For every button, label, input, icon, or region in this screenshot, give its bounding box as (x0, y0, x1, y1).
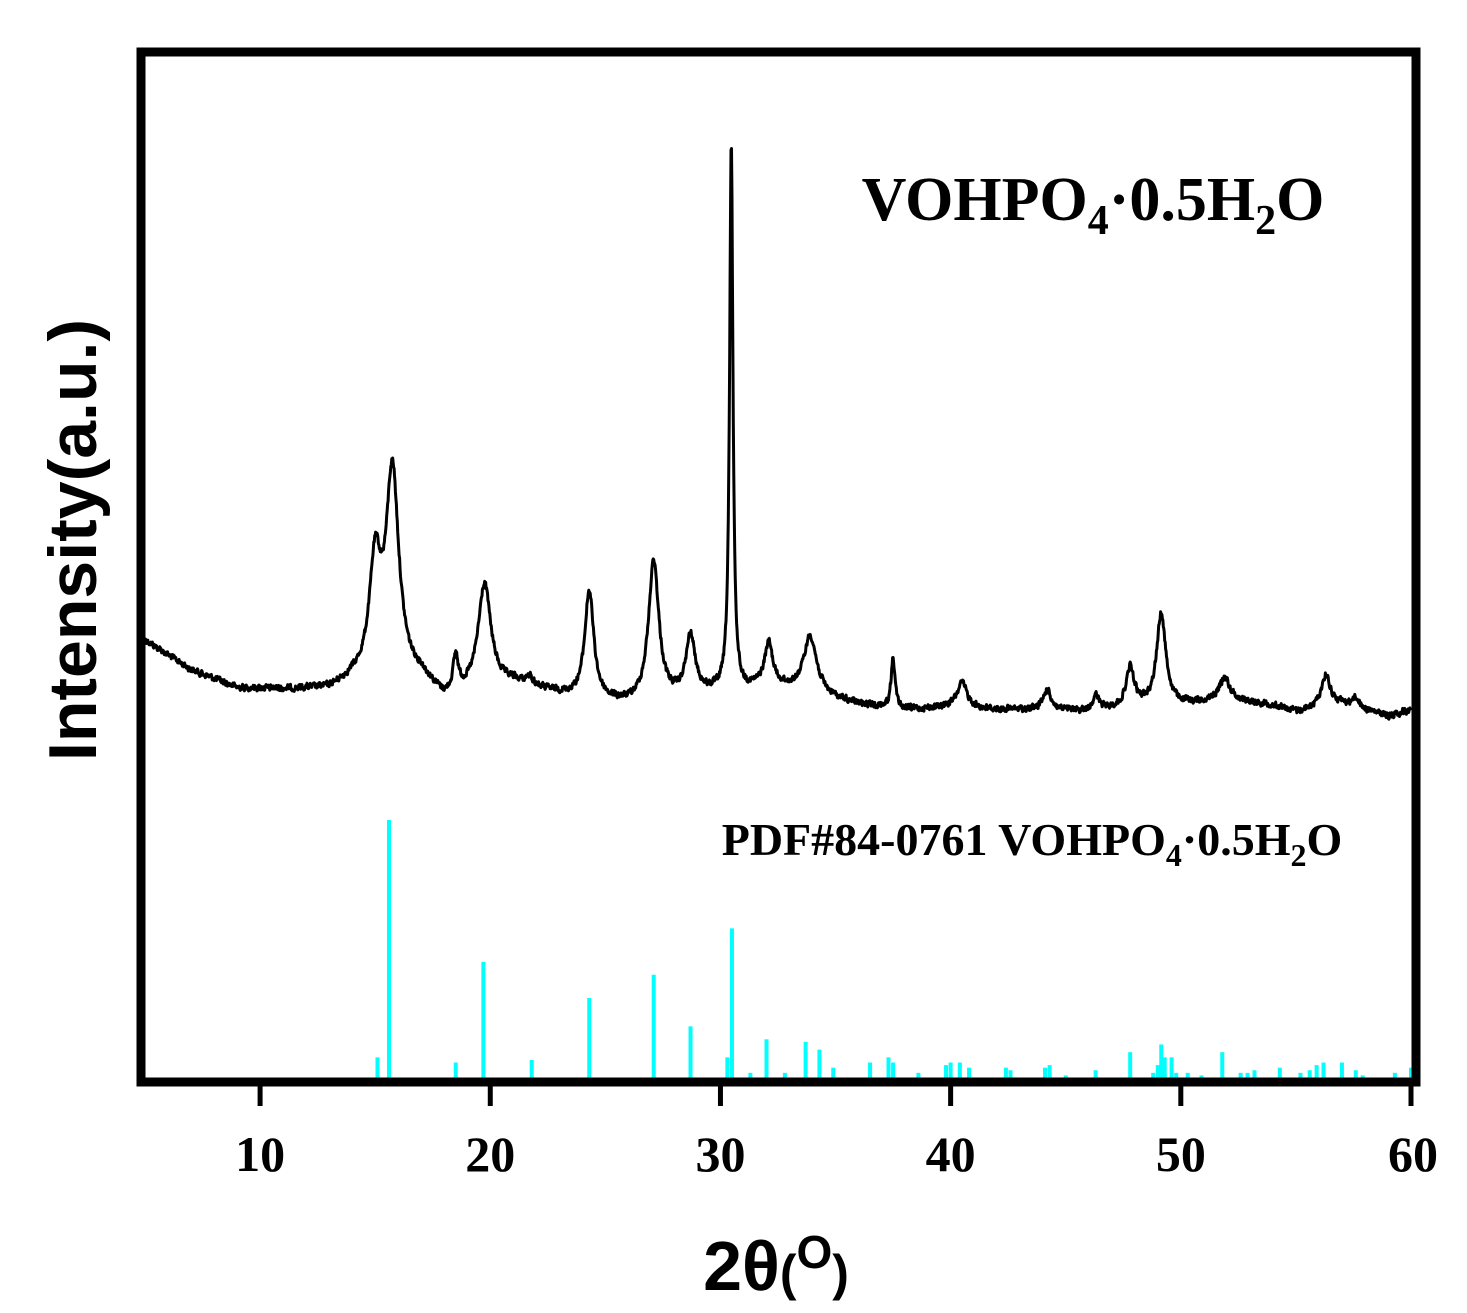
y-axis-label: Intensity(a.u.) (35, 319, 111, 761)
x-tick-label: 60 (1388, 1126, 1438, 1182)
x-tick-label: 10 (235, 1126, 285, 1182)
plot-frame (136, 47, 1421, 1087)
x-axis-label: 2θ(O) (703, 1226, 849, 1305)
reference-annotation: PDF#84-0761 VOHPO4·0.5H2O (722, 814, 1343, 873)
sample-annotation: VOHPO4·0.5H2O (862, 166, 1325, 244)
x-tick-label: 50 (1156, 1126, 1206, 1182)
x-tick-label: 40 (926, 1126, 976, 1182)
x-axis-ticks: 10 20 30 40 50 60 (235, 1082, 1438, 1182)
x-tick-label: 20 (465, 1126, 515, 1182)
reference-sticks (375, 820, 1413, 1078)
xrd-pattern-line (143, 147, 1412, 721)
x-tick-label: 30 (695, 1126, 745, 1182)
